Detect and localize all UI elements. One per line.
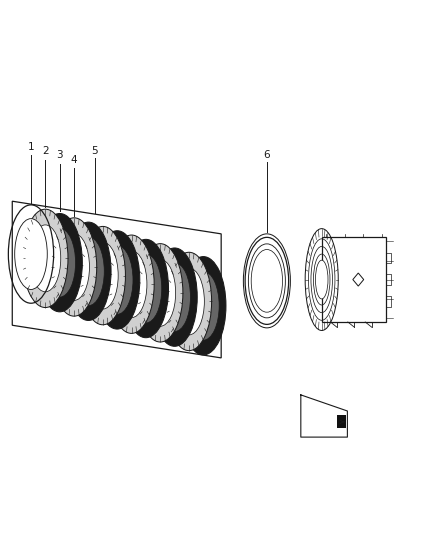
Text: 1: 1 xyxy=(28,142,34,152)
Ellipse shape xyxy=(181,256,226,355)
Bar xyxy=(322,237,386,322)
Ellipse shape xyxy=(159,263,191,332)
Text: 3: 3 xyxy=(57,150,63,160)
Ellipse shape xyxy=(116,251,147,318)
Ellipse shape xyxy=(138,244,183,342)
Ellipse shape xyxy=(59,233,89,301)
Ellipse shape xyxy=(315,260,328,299)
Ellipse shape xyxy=(15,219,47,289)
Ellipse shape xyxy=(30,225,61,292)
Text: 4: 4 xyxy=(71,155,78,165)
Bar xyxy=(336,415,346,429)
Ellipse shape xyxy=(66,222,111,320)
Ellipse shape xyxy=(187,271,219,340)
Ellipse shape xyxy=(109,235,154,334)
Text: 2: 2 xyxy=(42,146,49,156)
Ellipse shape xyxy=(166,252,212,351)
Ellipse shape xyxy=(173,268,205,335)
Ellipse shape xyxy=(73,237,104,306)
Ellipse shape xyxy=(130,254,162,323)
Ellipse shape xyxy=(51,218,97,316)
Ellipse shape xyxy=(44,228,75,297)
Ellipse shape xyxy=(101,246,133,314)
Ellipse shape xyxy=(152,248,197,346)
Ellipse shape xyxy=(251,249,283,312)
Ellipse shape xyxy=(145,260,176,326)
Text: 5: 5 xyxy=(92,146,98,156)
Ellipse shape xyxy=(80,227,125,325)
Ellipse shape xyxy=(95,231,140,329)
Ellipse shape xyxy=(123,239,169,338)
Ellipse shape xyxy=(88,242,118,309)
Text: 6: 6 xyxy=(264,150,270,160)
Ellipse shape xyxy=(23,209,68,308)
Ellipse shape xyxy=(37,214,82,312)
